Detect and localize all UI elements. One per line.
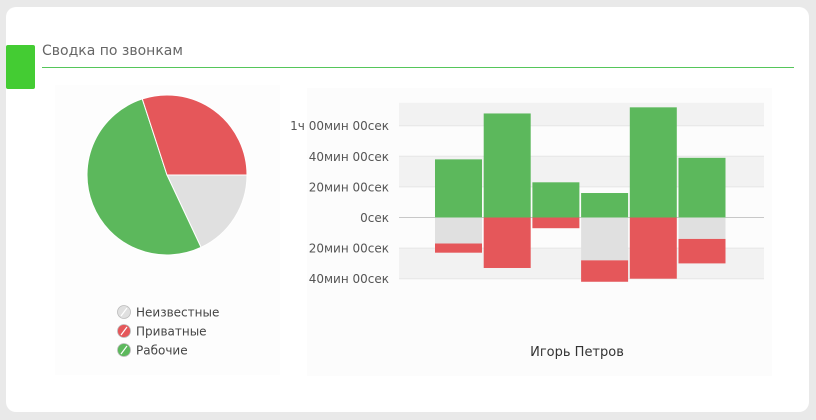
- y-tick-label-3: 0сек: [360, 211, 389, 225]
- legend-marker-mark-1: [120, 326, 128, 336]
- bar-рабочие-3[interactable]: [581, 193, 629, 218]
- x-axis-label: Игорь Петров: [530, 345, 624, 360]
- y-tick-label-2: 20мин 00сек: [309, 180, 389, 194]
- legend-marker-mark-2: [120, 345, 128, 355]
- bar-приватные-4[interactable]: [629, 217, 677, 279]
- section-accent: [6, 45, 35, 89]
- bar-рабочие-2[interactable]: [532, 182, 580, 218]
- legend-label-2: Рабочие: [136, 344, 188, 358]
- bar-неизвестные-5[interactable]: [678, 217, 726, 239]
- title-underline: [42, 67, 794, 68]
- legend-label-0: Неизвестные: [136, 306, 219, 320]
- y-tick-label-0: 1ч 00мин 00сек: [290, 119, 389, 133]
- bar-приватные-1[interactable]: [483, 217, 531, 268]
- y-tick-label-5: 40мин 00сек: [309, 272, 389, 286]
- grid-band-0: [399, 102, 764, 126]
- bar-рабочие-5[interactable]: [678, 157, 726, 218]
- bar-рабочие-4[interactable]: [629, 107, 677, 218]
- bar-приватные-5[interactable]: [678, 238, 726, 264]
- y-tick-label-1: 40мин 00сек: [309, 150, 389, 164]
- y-tick-label-4: 20мин 00сек: [309, 242, 389, 256]
- pie-slice-0[interactable]: [166, 174, 248, 249]
- bar-рабочие-0[interactable]: [435, 159, 482, 218]
- legend-label-1: Приватные: [136, 325, 207, 339]
- legend-marker-mark-0: [120, 307, 128, 317]
- pie-slice-1[interactable]: [141, 94, 248, 176]
- bar-неизвестные-3[interactable]: [581, 217, 629, 261]
- bar-неизвестные-0[interactable]: [435, 217, 482, 244]
- bar-приватные-0[interactable]: [435, 243, 482, 253]
- bar-рабочие-1[interactable]: [483, 113, 531, 218]
- bar-приватные-3[interactable]: [581, 260, 629, 282]
- bar-приватные-2[interactable]: [532, 217, 580, 229]
- section-title: Сводка по звонкам: [42, 43, 183, 59]
- pie-slice-2[interactable]: [86, 98, 202, 256]
